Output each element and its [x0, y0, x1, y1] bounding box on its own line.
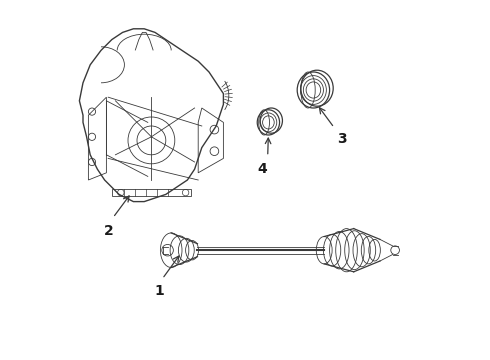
Text: 2: 2 [104, 224, 114, 238]
Text: 3: 3 [337, 132, 347, 147]
Text: 1: 1 [154, 284, 164, 298]
Text: 4: 4 [257, 162, 267, 176]
